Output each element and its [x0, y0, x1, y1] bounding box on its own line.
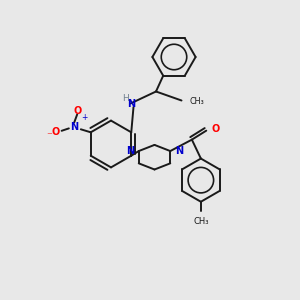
Text: N: N [127, 99, 135, 109]
Text: O: O [73, 106, 81, 116]
Text: N: N [126, 146, 134, 156]
Text: N: N [70, 122, 78, 132]
Text: O: O [211, 124, 219, 134]
Text: +: + [81, 112, 87, 122]
Text: N: N [175, 146, 183, 156]
Text: CH₃: CH₃ [193, 217, 208, 226]
Text: ⁻: ⁻ [46, 131, 52, 141]
Text: O: O [52, 127, 60, 137]
Text: H: H [122, 94, 128, 103]
Text: CH₃: CH₃ [190, 98, 205, 106]
